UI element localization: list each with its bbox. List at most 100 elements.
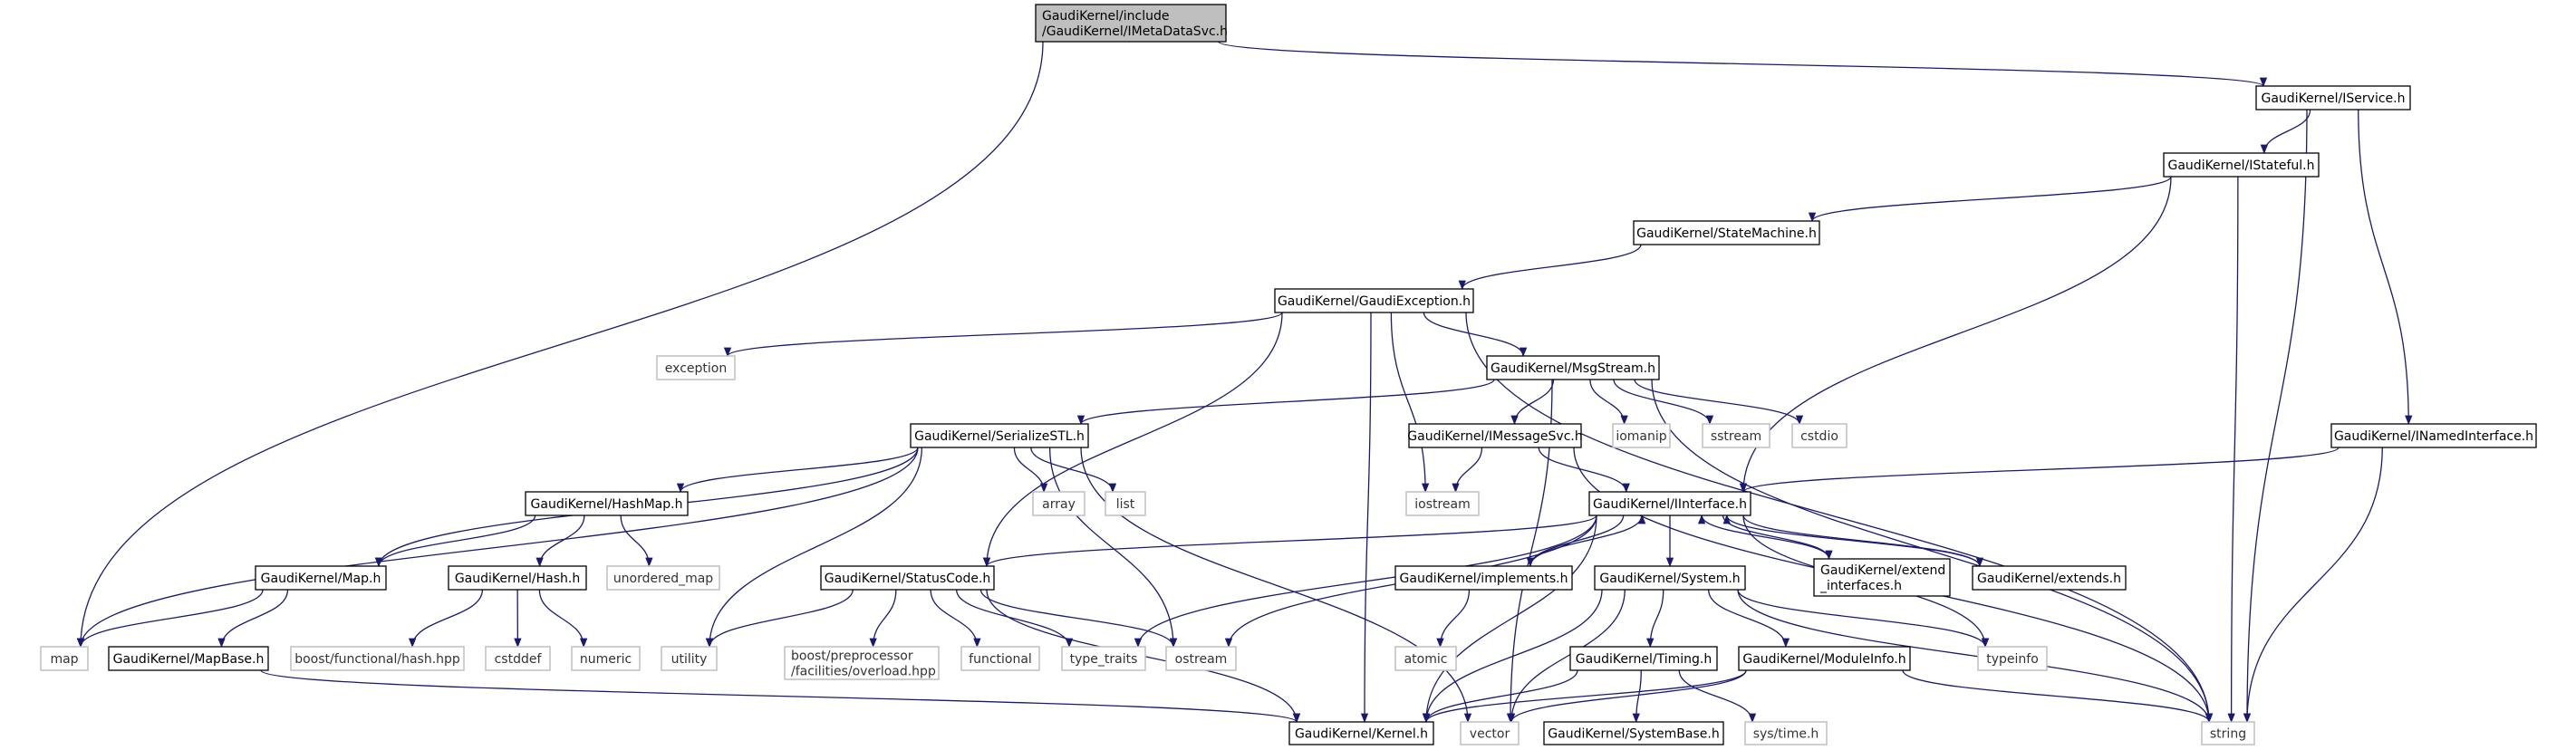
edge-Timing-to-Kernel [1422,669,1578,724]
edge-System-to-Timing [1646,589,1664,649]
node-label: GaudiKernel/IStateful.h [2168,159,2315,173]
node-label: GaudiKernel/INamedInterface.h [2334,429,2533,444]
node-label: GaudiKernel/System.h [1599,572,1740,586]
node-box [1105,491,1146,516]
node-root[interactable]: GaudiKernel/include/GaudiKernel/IMetaDat… [1035,4,1228,43]
node-MsgStream[interactable]: GaudiKernel/MsgStream.h [1486,355,1660,380]
node-label: GaudiKernel/Hash.h [455,572,580,586]
node-box [784,646,940,680]
edge-implements-to-IInterface [1529,514,1646,567]
node-box [2163,152,2320,178]
node-Kernel[interactable]: GaudiKernel/Kernel.h [1288,721,1434,745]
node-StateMachine[interactable]: GaudiKernel/StateMachine.h [1633,220,1820,245]
edge-HashMap-to-MapH [374,514,536,568]
edge-HashH-to-numeric [538,589,588,649]
node-box [571,646,641,671]
edge-IService-to-INamedInterface [2358,109,2413,426]
node-list: list [1105,491,1146,516]
node-HashMap[interactable]: GaudiKernel/HashMap.h [525,491,689,516]
node-IInterface[interactable]: GaudiKernel/IInterface.h [1588,491,1751,516]
edge-Timing-to-systime [1678,669,1757,724]
node-box [1460,721,1520,745]
node-label: cstdio [1800,429,1838,444]
node-label: type_traits [1070,652,1138,667]
node-box [448,565,587,591]
node-label: list [1116,497,1135,512]
node-label: GaudiKernel/MsgStream.h [1491,361,1655,376]
edge-MsgStream-to-cstdio [1634,379,1804,426]
node-iostream: iostream [1405,491,1480,516]
node-SystemBase[interactable]: GaudiKernel/SystemBase.h [1543,721,1724,745]
edge-MsgStream-to-iomanip [1589,379,1628,426]
edge-IStateful-to-StateMachine [1808,176,2172,223]
node-box [606,565,720,591]
node-box [1612,423,1671,448]
node-box [1972,565,2127,591]
node-box [1569,646,1718,671]
node-label: atomic [1404,652,1448,667]
node-SerializeSTL[interactable]: GaudiKernel/SerializeSTL.h [910,423,1089,448]
edge-MsgStream-to-string [1651,379,2214,724]
node-array: array [1032,491,1085,516]
node-map: map [40,646,89,671]
edge-HashMap-to-HashH [535,514,585,568]
node-exception: exception [656,355,736,380]
node-box [1594,565,1746,591]
node-box [525,491,689,516]
node-type_traits: type_traits [1061,646,1146,671]
edge-StatusCode-to-functional [930,589,981,649]
edge-SerializeSTL-to-ostream [1048,447,1178,649]
edge-IService-to-IStateful [2260,109,2311,155]
node-label: GaudiKernel/extends.h [1977,572,2121,586]
node-box [661,646,718,671]
node-typeinfo: typeinfo [1977,646,2048,671]
node-Timing[interactable]: GaudiKernel/Timing.h [1569,646,1718,671]
node-box [1791,423,1848,448]
node-box [1486,355,1660,380]
node-box [2330,423,2537,448]
node-label: GaudiKernel/ModuleInfo.h [1742,652,1905,667]
node-extends[interactable]: GaudiKernel/extends.h [1972,565,2127,591]
node-StatusCode[interactable]: GaudiKernel/StatusCode.h [820,565,995,591]
node-ostream: ostream [1165,646,1237,671]
node-layer: GaudiKernel/include/GaudiKernel/IMetaDat… [40,4,2537,745]
node-string: string [2201,721,2255,745]
node-box [1394,565,1573,591]
node-unordered_map: unordered_map [606,565,720,591]
node-IMessageSvc[interactable]: GaudiKernel/IMessageSvc.h [1407,423,1583,448]
node-cstddef: cstddef [485,646,551,671]
edge-MsgStream-to-SerializeSTL [1077,379,1495,426]
node-ModuleInfo[interactable]: GaudiKernel/ModuleInfo.h [1738,646,1911,671]
node-label: iomanip [1616,429,1666,444]
edge-HashMap-to-unordered_map [620,514,653,568]
edge-StatusCode-to-utility [705,589,854,649]
node-IService[interactable]: GaudiKernel/IService.h [2255,85,2411,111]
edge-IMessageSvc-to-IInterface [1538,447,1630,494]
edge-extends-to-IInterface [1722,514,1981,567]
edge-MapH-to-MapBase [217,589,289,649]
node-extend_interfaces[interactable]: GaudiKernel/extend_interfaces.h [1813,558,1951,597]
node-IStateful[interactable]: GaudiKernel/IStateful.h [2163,152,2320,178]
node-MapH[interactable]: GaudiKernel/Map.h [255,565,387,591]
edge-System-to-string [1737,589,2214,724]
edge-GaudiException-to-exception [724,312,1283,358]
node-implements[interactable]: GaudiKernel/implements.h [1394,565,1573,591]
node-box [40,646,89,671]
node-GaudiException[interactable]: GaudiKernel/GaudiException.h [1274,288,1474,313]
node-System[interactable]: GaudiKernel/System.h [1594,565,1746,591]
edge-INamedInterface-to-string [2243,447,2383,724]
node-HashH[interactable]: GaudiKernel/Hash.h [448,565,587,591]
node-systime: sys/time.h [1744,721,1828,745]
node-MapBase[interactable]: GaudiKernel/MapBase.h [108,646,269,671]
node-label: GaudiKernel/StateMachine.h [1636,226,1817,241]
edge-MapH-to-map [76,589,264,649]
node-label: map [50,652,78,667]
edge-SerializeSTL-to-utility [705,447,923,649]
edge-IMessageSvc-to-iostream [1452,447,1483,494]
node-label: GaudiKernel/SerializeSTL.h [914,429,1085,444]
node-box [2255,85,2411,111]
node-box [1633,220,1820,245]
edge-implements-to-atomic [1436,589,1471,649]
node-box [2201,721,2255,745]
node-INamedInterface[interactable]: GaudiKernel/INamedInterface.h [2330,423,2537,448]
